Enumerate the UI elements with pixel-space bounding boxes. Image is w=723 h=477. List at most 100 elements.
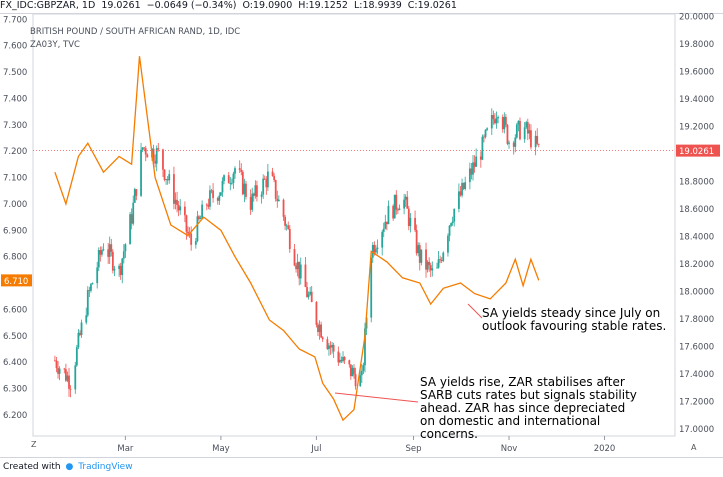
candle-up <box>409 217 412 227</box>
candle-up <box>534 135 537 148</box>
candle-down <box>210 190 213 192</box>
candle-up <box>85 315 88 323</box>
candle-up <box>417 245 420 254</box>
candle-up <box>234 168 236 174</box>
left-tick-label: 7.100 <box>3 174 27 184</box>
candle-down <box>321 337 324 340</box>
candle-down <box>473 162 476 167</box>
left-tick-label: 6.800 <box>3 253 27 263</box>
candle-down <box>298 261 301 279</box>
candle-down <box>332 344 335 352</box>
candle-down <box>185 215 188 232</box>
candle-down <box>68 375 70 389</box>
candle-down <box>111 251 114 271</box>
candle-up <box>523 127 526 140</box>
candle-down <box>265 179 268 188</box>
candle-down <box>64 369 67 381</box>
candle-down <box>163 169 166 180</box>
right-tick-label: 18.4000 <box>679 233 714 243</box>
right-tick-label: 18.0000 <box>679 288 714 298</box>
candle-down <box>154 160 157 164</box>
left-tick-label: 6.400 <box>3 358 27 368</box>
candle-up <box>229 183 232 184</box>
candle-down <box>79 332 81 335</box>
candle-down <box>238 168 241 170</box>
candle-down <box>198 216 200 220</box>
corner-right-label[interactable]: A <box>691 443 697 452</box>
candle-down <box>425 249 427 270</box>
candle-up <box>331 344 333 348</box>
left-tick-label: 6.900 <box>3 226 27 236</box>
candle-down <box>315 302 318 325</box>
candle-up <box>447 235 449 253</box>
footer-created-with: Created with <box>3 462 61 472</box>
candle-up <box>495 118 498 124</box>
candle-down <box>317 324 319 332</box>
candle-up <box>508 142 510 144</box>
candle-down <box>54 360 56 362</box>
candle-down <box>216 198 219 201</box>
right-tick-label: 18.8000 <box>679 178 714 188</box>
candle-up <box>121 258 124 276</box>
candle-down <box>459 191 462 196</box>
candle-down <box>284 216 287 226</box>
corner-left-label[interactable]: Z <box>31 440 37 449</box>
candle-up <box>404 196 407 200</box>
candle-down <box>343 356 346 361</box>
candle-up <box>174 199 177 204</box>
candle-down <box>373 245 376 253</box>
candle-up <box>221 180 224 193</box>
candle-up <box>426 261 429 270</box>
candle-down <box>157 148 160 150</box>
candle-up <box>382 228 385 232</box>
candle-down <box>249 196 252 210</box>
candle-down <box>329 345 332 348</box>
candle-down <box>263 178 266 180</box>
candle-down <box>207 204 210 207</box>
x-tick-label: Mar <box>117 444 134 454</box>
candle-up <box>140 149 142 196</box>
candle-down <box>415 230 418 254</box>
left-tick-label: 7.300 <box>3 121 27 131</box>
candle-up <box>129 214 131 245</box>
tradingview-logo-icon: ● <box>65 462 74 472</box>
candle-up <box>517 120 520 125</box>
candle-down <box>320 324 323 338</box>
candle-up <box>199 218 202 220</box>
candle-down <box>287 225 290 230</box>
candle-up <box>403 199 406 209</box>
candle-up <box>309 291 312 295</box>
candle-down <box>57 368 59 374</box>
candle-up <box>351 367 354 377</box>
x-tick-label: May <box>212 444 230 454</box>
candle-down <box>273 175 276 181</box>
candle-down <box>418 245 421 263</box>
candle-up <box>381 231 384 248</box>
candle-up <box>232 173 235 183</box>
candle-down <box>506 124 509 144</box>
footer-brand[interactable]: TradingView <box>78 462 133 472</box>
candle-up <box>266 171 269 188</box>
symbol-label[interactable]: FX_IDC:GBPZAR, 1D <box>0 0 96 11</box>
candle-down <box>353 367 355 375</box>
x-tick-label: 2020 <box>594 444 616 454</box>
candle-down <box>519 120 521 140</box>
open-value: O:19.0900 <box>242 0 293 11</box>
candle-up <box>97 250 100 268</box>
candle-up <box>458 191 460 209</box>
candle-up <box>371 245 374 258</box>
last-value: 19.0261 <box>101 0 141 11</box>
candle-up <box>497 117 499 119</box>
overlay-title: ZA03Y, TVC <box>30 40 80 50</box>
left-tick-label: 6.200 <box>3 411 27 421</box>
symbol-header-bar: FX_IDC:GBPZAR, 1D 19.0261 −0.0649 (−0.34… <box>0 0 723 13</box>
candle-down <box>349 364 352 377</box>
candle-up <box>285 225 288 227</box>
candle-up <box>464 182 467 189</box>
candle-down <box>428 261 431 266</box>
candle-down <box>69 388 72 390</box>
high-value: H:19.1252 <box>298 0 348 11</box>
candle-down <box>212 190 214 199</box>
candle-down <box>337 351 340 363</box>
candle-down <box>429 265 432 271</box>
